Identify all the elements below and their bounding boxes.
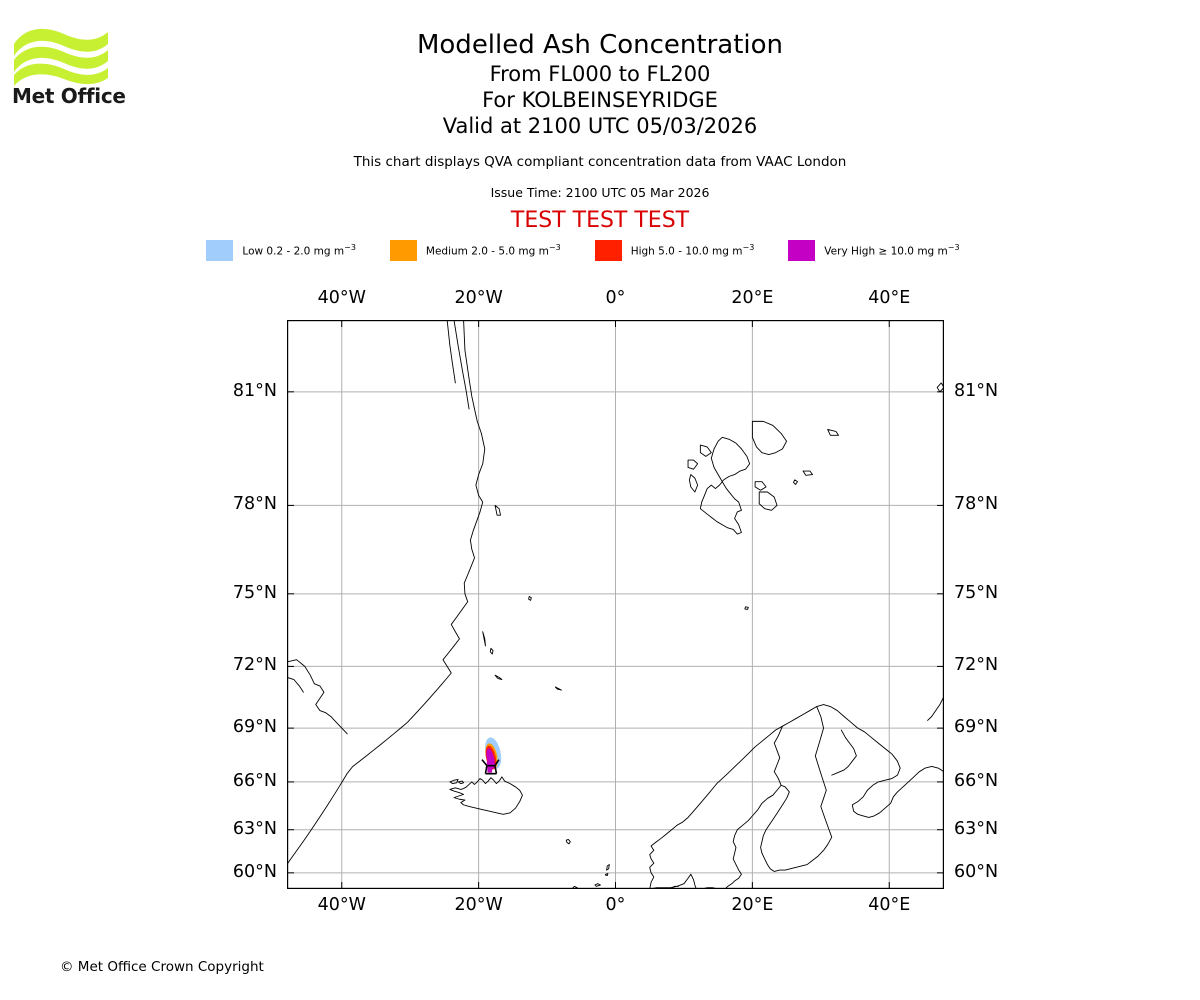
axis-label-lon-top: 0°: [605, 288, 626, 308]
legend-item-low: Low 0.2 - 2.0 mg m−3: [206, 240, 389, 261]
coastline-segment: [760, 706, 833, 872]
axis-label-lat-right: 72°N: [954, 655, 999, 676]
coastline-segment: [489, 647, 494, 655]
coastline-segment: [449, 776, 523, 815]
legend-label-very-high: Very High ≥ 10.0 mg m−3: [824, 243, 960, 258]
coastline-segment: [449, 778, 459, 785]
coastline-segment: [792, 479, 798, 485]
axis-label-lat-right: 66°N: [954, 770, 999, 791]
map-plot-area: 40°W 40°W 20°W 20°W 0° 0° 20°E 20°E 40°E 40°E 81°N…: [233, 288, 998, 915]
coastline-segment: [649, 873, 697, 889]
coastline-segment: [287, 320, 486, 865]
map-frame: [287, 320, 944, 889]
valid-time: Valid at 2100 UTC 05/03/2026: [442, 114, 758, 138]
flight-level-range: From FL000 to FL200: [489, 62, 711, 86]
coastline-segment: [754, 481, 767, 491]
coastline-segment: [482, 631, 486, 647]
coastline-segment: [831, 729, 857, 776]
coastline-segment: [604, 873, 609, 877]
coastline-segment: [744, 606, 749, 610]
axis-label-lat-right: 75°N: [954, 582, 999, 603]
coastline-segment: [457, 780, 465, 785]
axis-label-lat-left: 78°N: [232, 494, 277, 515]
axis-label-lon-bottom: 20°E: [731, 895, 774, 915]
coastline-segment: [758, 491, 778, 511]
axis-label-lat-left: 81°N: [232, 380, 277, 401]
legend-label-high: High 5.0 - 10.0 mg m−3: [630, 243, 755, 258]
axis-label-lon-top: 20°W: [454, 288, 503, 308]
coastline-segment: [606, 864, 610, 871]
legend-label-low: Low 0.2 - 2.0 mg m−3: [242, 243, 356, 258]
legend-swatch-very-high: [788, 240, 816, 261]
legend-item-very-high: Very High ≥ 10.0 mg m−3: [788, 240, 993, 261]
coastline-segment: [446, 320, 456, 384]
axis-label-lat-right: 81°N: [954, 380, 999, 401]
axis-label-lon-bottom: 40°W: [317, 895, 366, 915]
axis-label-lon-top: 40°E: [868, 288, 911, 308]
test-banner: TEST TEST TEST: [510, 208, 690, 233]
coastline-segment: [453, 320, 470, 410]
concentration-legend: Low 0.2 - 2.0 mg m−3 Medium 2.0 - 5.0 mg …: [0, 240, 1200, 261]
qva-note: This chart displays QVA compliant concen…: [353, 154, 847, 170]
coastline-segment: [594, 883, 601, 887]
legend-item-high: High 5.0 - 10.0 mg m−3: [594, 240, 789, 261]
axis-label-lon-top: 20°E: [731, 288, 774, 308]
axis-label-lat-left: 66°N: [232, 770, 277, 791]
page-title: Modelled Ash Concentration: [416, 30, 784, 60]
coastline-segment: [751, 420, 788, 455]
coastline-segment: [528, 596, 532, 601]
axis-label-lat-right: 69°N: [954, 717, 999, 738]
axis-label-lat-left: 75°N: [232, 582, 277, 603]
axis-label-lat-right: 63°N: [954, 818, 999, 839]
legend-swatch-high: [594, 240, 622, 261]
axis-label-lat-right: 60°N: [954, 861, 999, 882]
coastline-segment: [699, 444, 712, 457]
plume-outline: [481, 759, 500, 775]
logo-wordmark: Met Office: [12, 84, 126, 108]
map-canvas: [287, 320, 944, 889]
axis-label-lon-bottom: 20°W: [454, 895, 503, 915]
met-office-logo: Met Office: [12, 22, 132, 112]
coastline-segment: [565, 838, 571, 845]
coastline-segment: [724, 725, 783, 889]
coastline-segment: [494, 674, 503, 680]
logo-waves-icon: [14, 28, 108, 86]
volcano-name: For KOLBEINSEYRIDGE: [482, 88, 718, 112]
legend-swatch-medium: [389, 240, 417, 261]
plume-contour-tail: [486, 761, 494, 773]
coastline-segment: [554, 686, 562, 691]
axis-label-lat-right: 78°N: [954, 494, 999, 515]
legend-swatch-low: [206, 240, 234, 261]
legend-label-medium: Medium 2.0 - 5.0 mg m−3: [425, 243, 561, 258]
coastline-segment: [494, 504, 501, 516]
coastline-segment: [827, 428, 840, 436]
issue-time: Issue Time: 2100 UTC 05 Mar 2026: [490, 185, 710, 200]
map-coastlines: [287, 320, 944, 889]
coastline-segment: [802, 470, 814, 476]
legend-item-medium: Medium 2.0 - 5.0 mg m−3: [389, 240, 595, 261]
title-block: Modelled Ash Concentration From FL000 to…: [0, 0, 1200, 234]
coastline-segment: [688, 474, 699, 493]
map-gridlines: [287, 320, 944, 889]
axis-label-lat-left: 72°N: [232, 655, 277, 676]
axis-label-lon-bottom: 40°E: [868, 895, 911, 915]
axis-label-lat-left: 69°N: [232, 717, 277, 738]
ash-plume: [481, 737, 502, 775]
coastline-segment: [927, 695, 944, 721]
coastline-segment: [287, 676, 304, 693]
axis-label-lon-bottom: 0°: [605, 895, 626, 915]
coastline-segment: [287, 659, 348, 735]
axis-label-lat-left: 63°N: [232, 818, 277, 839]
copyright-text: © Met Office Crown Copyright: [60, 959, 264, 975]
coastline-segment: [687, 459, 699, 470]
coastline-segment: [699, 436, 751, 535]
axis-label-lon-top: 40°W: [317, 288, 366, 308]
coastline-segment: [649, 704, 944, 889]
axis-label-lat-left: 60°N: [232, 861, 277, 882]
